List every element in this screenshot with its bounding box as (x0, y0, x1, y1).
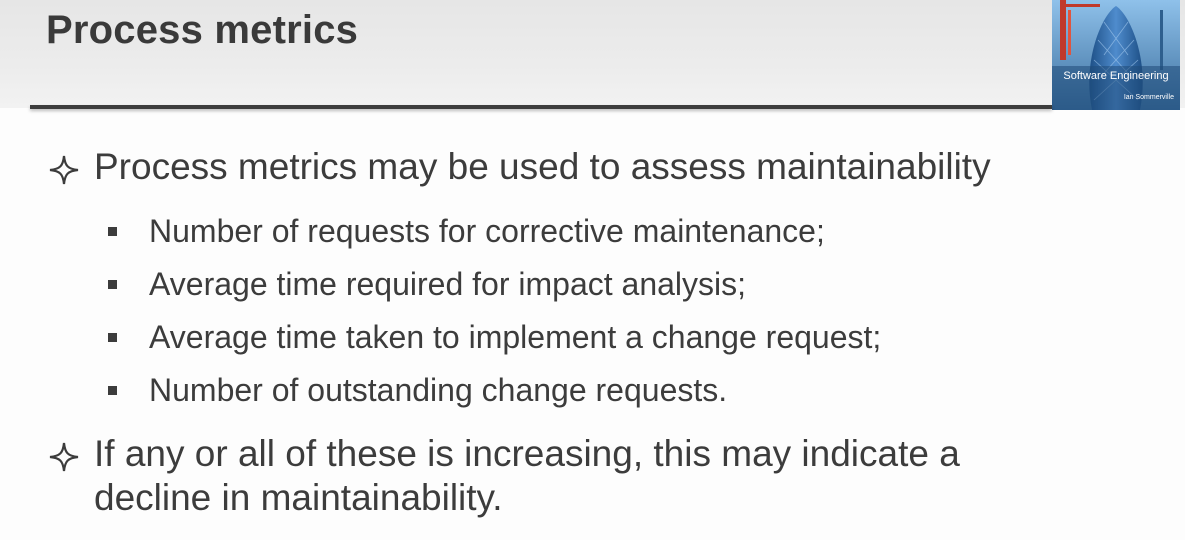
header-band (0, 0, 1185, 108)
four-point-star-icon (49, 442, 79, 472)
sub-bullet-text: Average time required for impact analysi… (149, 266, 747, 302)
sub-bullet-text: Average time taken to implement a change… (149, 319, 882, 355)
sub-bullet-text: Number of requests for corrective mainte… (149, 213, 825, 249)
four-point-star-icon (49, 155, 79, 185)
square-bullet-icon (108, 386, 117, 395)
slide-title: Process metrics (46, 8, 359, 52)
bullet-text-line: If any or all of these is increasing, th… (94, 433, 960, 474)
bullet-text-line: decline in maintainability. (94, 477, 503, 518)
square-bullet-icon (108, 280, 117, 289)
book-cover-title: Software Engineering (1063, 70, 1169, 82)
title-divider (30, 105, 1052, 109)
square-bullet-icon (108, 227, 117, 236)
square-bullet-icon (108, 333, 117, 342)
building-illustration-icon (1052, 0, 1180, 110)
book-cover-author: Ian Sommerville (1123, 94, 1174, 101)
sub-bullet-text: Number of outstanding change requests. (149, 372, 728, 408)
bullet-text: Process metrics may be used to assess ma… (94, 146, 991, 187)
book-cover-image: Software Engineering Ian Sommerville (1052, 0, 1180, 110)
